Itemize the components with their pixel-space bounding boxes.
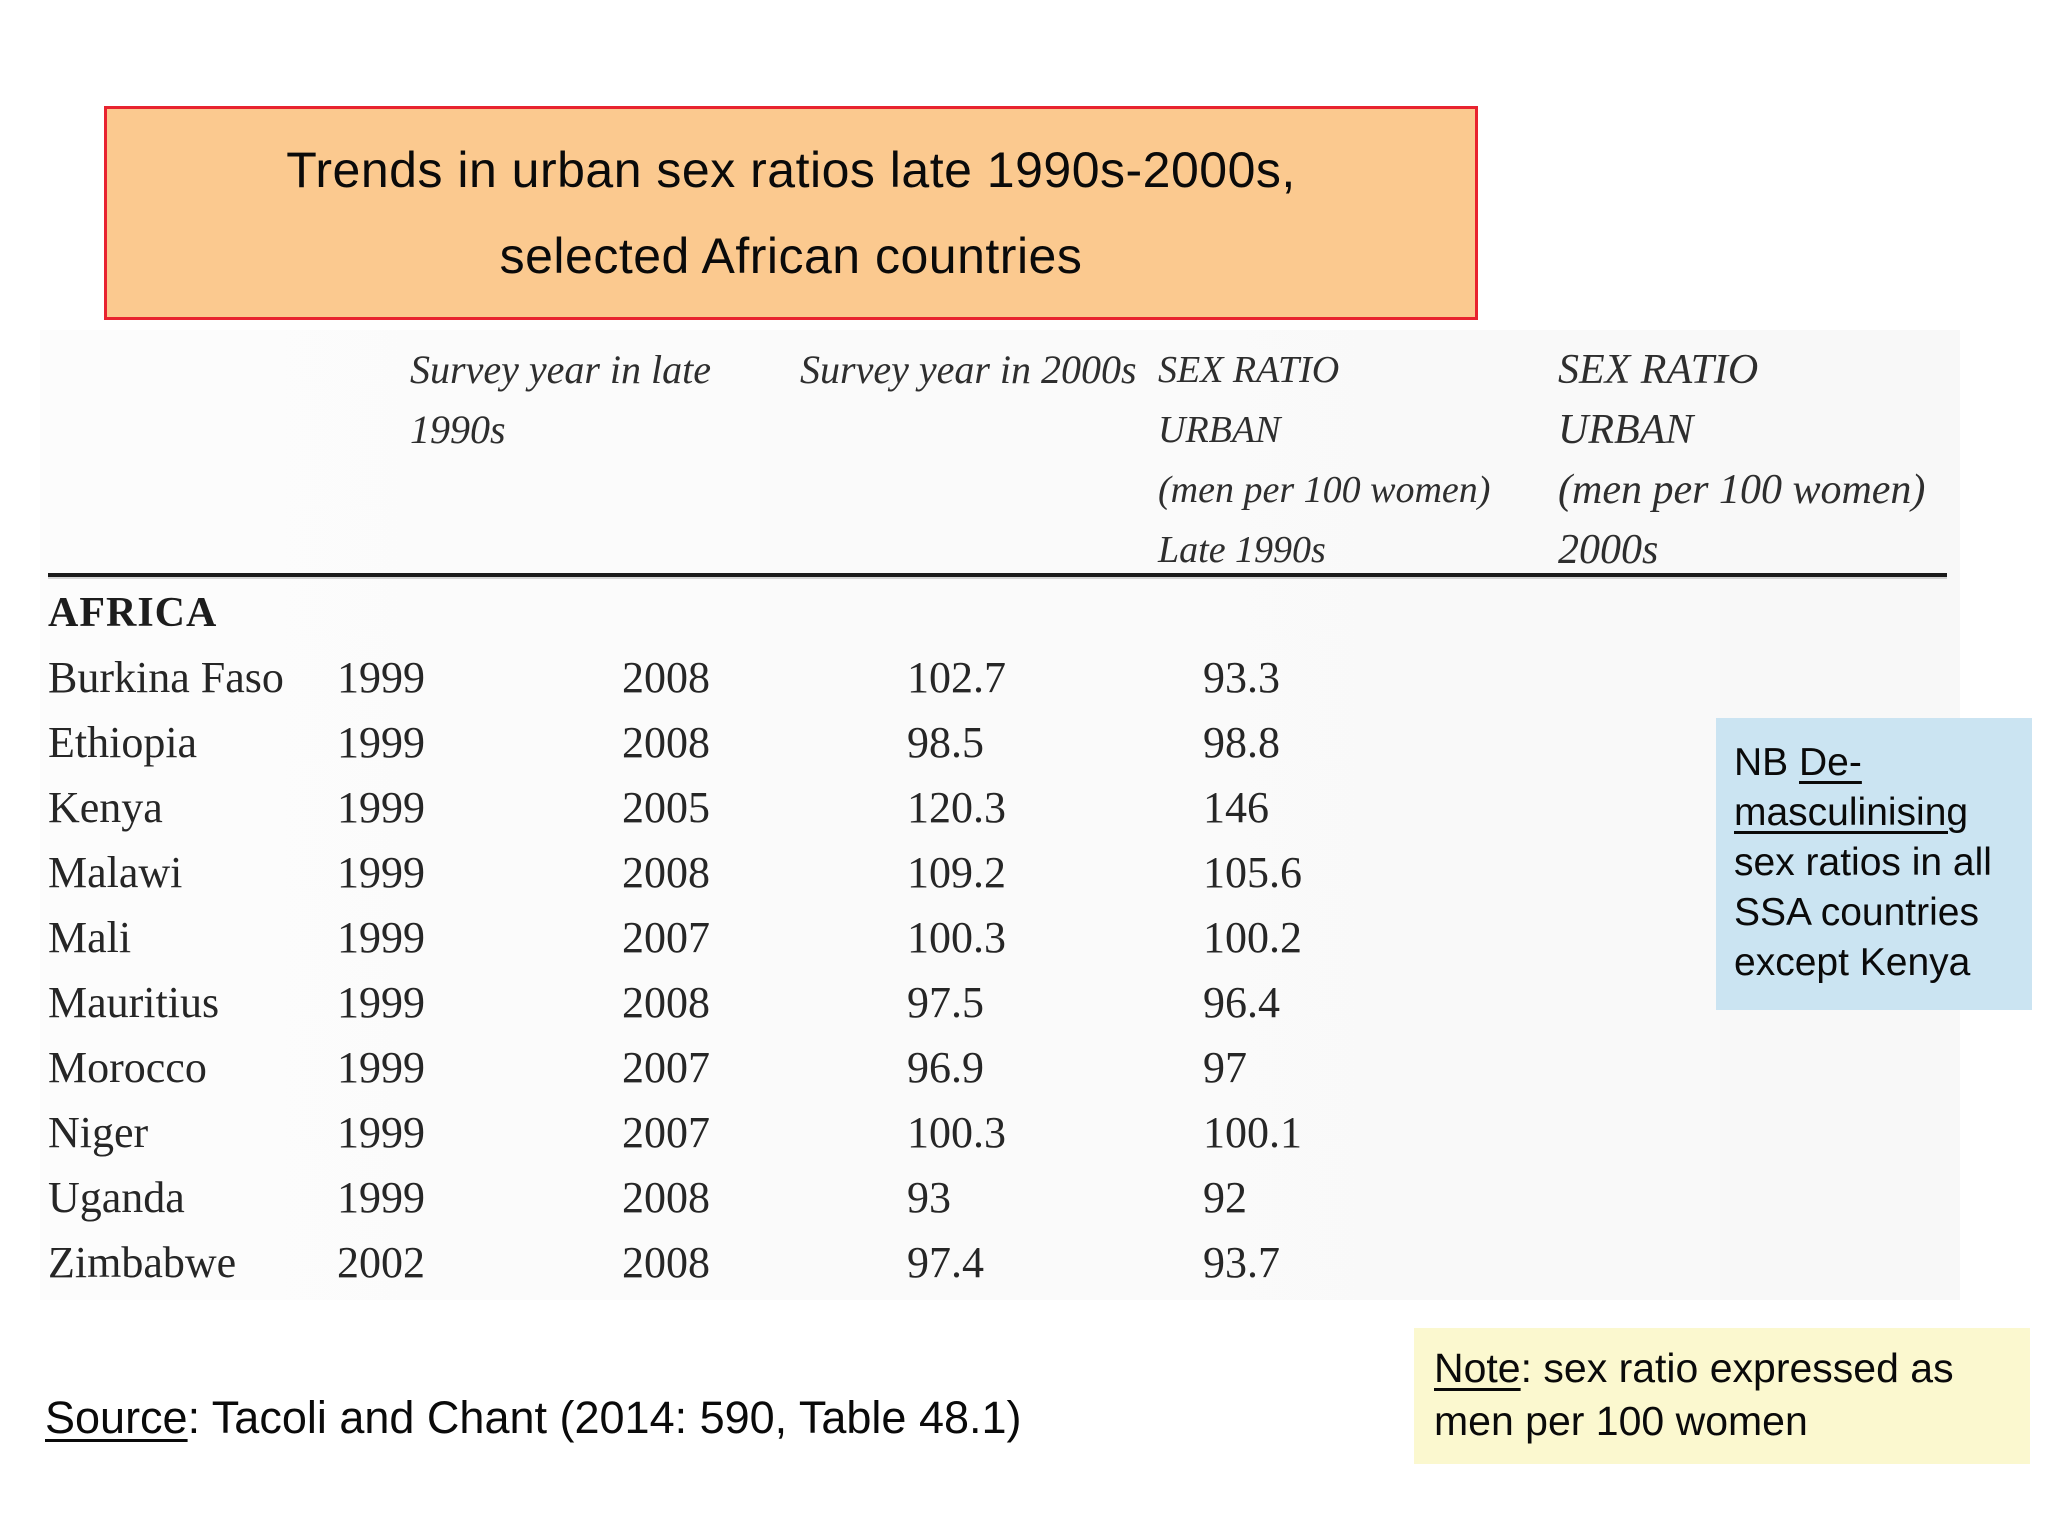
year-2000s-cell: 2007 <box>622 1043 710 1092</box>
ratio-late-cell: 120.3 <box>907 783 1006 832</box>
nb-prefix: NB <box>1734 741 1800 784</box>
year-late-cell: 1999 <box>337 718 425 767</box>
title-banner: Trends in urban sex ratios late 1990s-20… <box>104 106 1478 320</box>
year-late-cell: 1999 <box>337 848 425 897</box>
year-late-cell: 1999 <box>337 1173 425 1222</box>
country-cell: Malawi <box>48 848 183 897</box>
year-2000s-cell: 2008 <box>622 718 710 767</box>
table-row: Uganda 1999 2008 93 92 <box>48 1172 1953 1237</box>
year-late-cell: 1999 <box>337 978 425 1027</box>
table-body: Burkina Faso 1999 2008 102.7 93.3 Ethiop… <box>48 652 1953 1332</box>
header-line: Late 1990s <box>1158 529 1326 571</box>
ratio-late-cell: 102.7 <box>907 653 1006 702</box>
region-label: AFRICA <box>48 590 218 636</box>
country-cell: Zimbabwe <box>48 1238 237 1287</box>
year-late-cell: 1999 <box>337 1108 425 1157</box>
year-late-cell: 1999 <box>337 653 425 702</box>
note-text: : sex ratio expressed as men per 100 wom… <box>1434 1345 1954 1444</box>
nb-rest: sex ratios in all SSA countries except K… <box>1734 841 1992 984</box>
ratio-late-cell: 96.9 <box>907 1043 984 1092</box>
sex-ratio-definition-note: Note: sex ratio expressed as men per 100… <box>1414 1328 2030 1464</box>
year-2000s-cell: 2007 <box>622 1108 710 1157</box>
header-line: Survey year in late <box>410 347 711 392</box>
table-row: Kenya 1999 2005 120.3 146 <box>48 782 1953 847</box>
col-header-sex-ratio-late-1990s: SEX RATIO URBAN (men per 100 women) Late… <box>1158 340 1490 580</box>
source-label: Source <box>45 1392 188 1443</box>
ratio-2000s-cell: 97 <box>1203 1043 1247 1092</box>
title-line-2: selected African countries <box>499 228 1083 284</box>
year-2000s-cell: 2005 <box>622 783 710 832</box>
table-row: Mauritius 1999 2008 97.5 96.4 <box>48 977 1953 1042</box>
source-citation: Source: Tacoli and Chant (2014: 590, Tab… <box>45 1392 1022 1444</box>
year-2000s-cell: 2008 <box>622 1173 710 1222</box>
country-cell: Burkina Faso <box>48 653 284 702</box>
col-header-survey-year-late-1990s: Survey year in late 1990s <box>410 340 711 460</box>
scanned-table-background <box>40 330 1960 1300</box>
ratio-late-cell: 98.5 <box>907 718 984 767</box>
header-line: 2000s <box>1558 527 1659 573</box>
country-cell: Uganda <box>48 1173 185 1222</box>
ratio-2000s-cell: 100.2 <box>1203 913 1302 962</box>
country-cell: Morocco <box>48 1043 207 1092</box>
table-row: Burkina Faso 1999 2008 102.7 93.3 <box>48 652 1953 717</box>
source-text: : Tacoli and Chant (2014: 590, Table 48.… <box>187 1392 1022 1443</box>
table-row: Niger 1999 2007 100.3 100.1 <box>48 1107 1953 1172</box>
table-row: Mali 1999 2007 100.3 100.2 <box>48 912 1953 977</box>
ratio-2000s-cell: 100.1 <box>1203 1108 1302 1157</box>
year-late-cell: 1999 <box>337 913 425 962</box>
table-header-rule <box>48 573 1947 577</box>
ratio-late-cell: 109.2 <box>907 848 1006 897</box>
header-line: SEX RATIO <box>1558 347 1759 393</box>
country-cell: Kenya <box>48 783 163 832</box>
ratio-2000s-cell: 105.6 <box>1203 848 1302 897</box>
note-label: Note <box>1434 1345 1521 1391</box>
ratio-late-cell: 100.3 <box>907 913 1006 962</box>
ratio-2000s-cell: 92 <box>1203 1173 1247 1222</box>
country-cell: Niger <box>48 1108 149 1157</box>
header-line: (men per 100 women) <box>1158 469 1491 511</box>
header-line: URBAN <box>1558 407 1694 453</box>
country-cell: Mauritius <box>48 978 220 1027</box>
year-late-cell: 2002 <box>337 1238 425 1287</box>
ratio-2000s-cell: 93.3 <box>1203 653 1280 702</box>
nb-demasculinising-note: NB De-masculinising sex ratios in all SS… <box>1716 718 2032 1010</box>
table-row: Ethiopia 1999 2008 98.5 98.8 <box>48 717 1953 782</box>
country-cell: Ethiopia <box>48 718 198 767</box>
ratio-2000s-cell: 93.7 <box>1203 1238 1280 1287</box>
ratio-late-cell: 100.3 <box>907 1108 1006 1157</box>
table-row: Malawi 1999 2008 109.2 105.6 <box>48 847 1953 912</box>
year-2000s-cell: 2007 <box>622 913 710 962</box>
year-late-cell: 1999 <box>337 1043 425 1092</box>
header-line: Survey year in 2000s <box>800 347 1137 392</box>
year-late-cell: 1999 <box>337 783 425 832</box>
year-2000s-cell: 2008 <box>622 978 710 1027</box>
year-2000s-cell: 2008 <box>622 1238 710 1287</box>
ratio-2000s-cell: 96.4 <box>1203 978 1280 1027</box>
col-header-survey-year-2000s: Survey year in 2000s <box>800 340 1137 400</box>
nb-underlined-term: De-masculinising <box>1734 741 1969 834</box>
title-line-1: Trends in urban sex ratios late 1990s-20… <box>286 142 1296 198</box>
country-cell: Mali <box>48 913 132 962</box>
table-row: Morocco 1999 2007 96.9 97 <box>48 1042 1953 1107</box>
header-line: (men per 100 women) <box>1558 467 1926 513</box>
ratio-2000s-cell: 146 <box>1203 783 1269 832</box>
table-row: Zimbabwe 2002 2008 97.4 93.7 <box>48 1237 1953 1302</box>
year-2000s-cell: 2008 <box>622 848 710 897</box>
header-line: 1990s <box>410 407 506 452</box>
header-line: SEX RATIO <box>1158 349 1340 391</box>
col-header-sex-ratio-2000s: SEX RATIO URBAN (men per 100 women) 2000… <box>1558 340 1925 580</box>
ratio-2000s-cell: 98.8 <box>1203 718 1280 767</box>
header-line: URBAN <box>1158 409 1281 451</box>
ratio-late-cell: 93 <box>907 1173 951 1222</box>
ratio-late-cell: 97.5 <box>907 978 984 1027</box>
ratio-late-cell: 97.4 <box>907 1238 984 1287</box>
year-2000s-cell: 2008 <box>622 653 710 702</box>
